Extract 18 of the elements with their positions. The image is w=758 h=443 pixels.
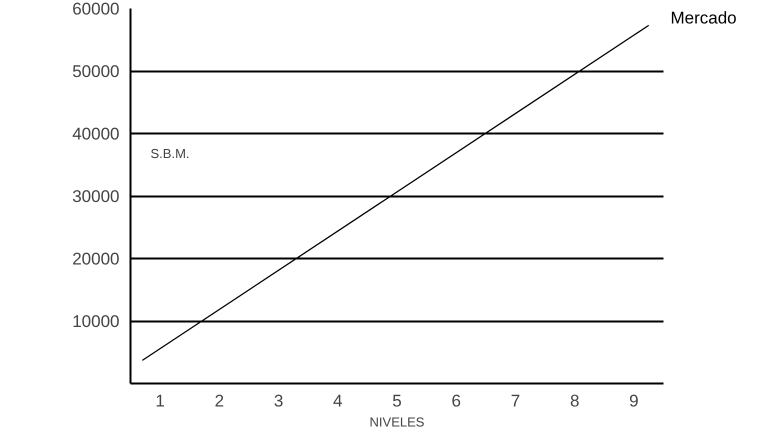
x-axis-title: NIVELES xyxy=(370,414,425,430)
y-tick-label: 40000 xyxy=(72,124,120,144)
y-tick-label: 60000 xyxy=(72,0,120,18)
series-label: Mercado xyxy=(670,8,737,28)
x-tick-label: 7 xyxy=(510,392,520,410)
x-tick-label: 4 xyxy=(333,392,343,410)
y-tick-label: 20000 xyxy=(72,250,120,268)
x-tick-label: 8 xyxy=(570,392,580,410)
y-axis-title: S.B.M. xyxy=(150,146,190,161)
x-tick-label: 3 xyxy=(274,392,284,410)
y-tick-label: 10000 xyxy=(72,312,120,331)
x-tick-label: 5 xyxy=(392,392,402,410)
x-tick-label: 9 xyxy=(629,392,639,410)
x-tick-label: 6 xyxy=(451,392,461,410)
y-tick-label: 30000 xyxy=(72,187,120,206)
x-tick-label: 2 xyxy=(214,392,224,410)
x-tick-label: 1 xyxy=(155,392,165,410)
y-tick-label: 50000 xyxy=(72,62,120,81)
